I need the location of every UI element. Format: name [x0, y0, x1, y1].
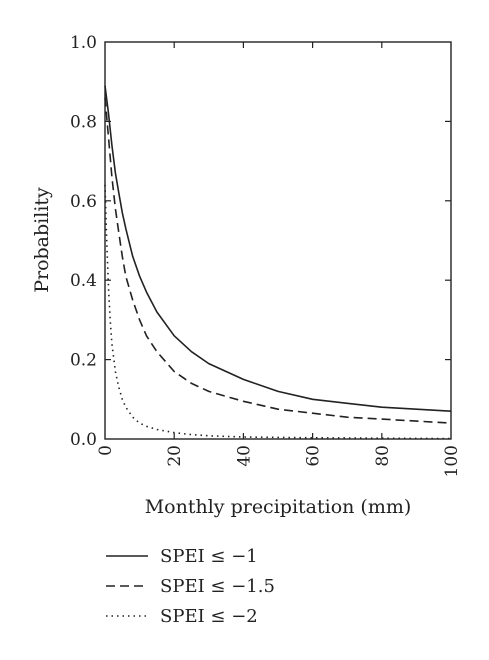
legend-label: SPEI ≤ −2 [160, 606, 258, 627]
x-tick-label: 80 [373, 445, 393, 467]
series-lines [104, 85, 452, 440]
x-axis-title: Monthly precipitation (mm) [145, 496, 412, 518]
series-line-2 [104, 97, 452, 424]
y-tick-label: 0.2 [70, 351, 97, 371]
y-axis-title: Probability [31, 187, 53, 293]
x-tick-label: 40 [234, 445, 254, 467]
x-tick-label: 100 [442, 445, 462, 477]
x-tick-label: 60 [304, 445, 324, 467]
legend-label: SPEI ≤ −1 [160, 546, 258, 567]
x-tick-label: 0 [96, 445, 116, 456]
y-tick-label: 1.0 [70, 33, 97, 53]
axis-ticks: 0.0 0.2 0.4 0.6 0.8 1.0 0 20 40 60 80 100 [70, 33, 462, 477]
x-tick-label: 20 [165, 445, 185, 467]
legend-label: SPEI ≤ −1.5 [160, 576, 275, 597]
series-line-1 [104, 85, 452, 412]
y-tick-label: 0.4 [70, 271, 97, 291]
y-tick-label: 0.8 [70, 112, 97, 132]
series-line-3 [104, 184, 452, 440]
plot-frame [104, 41, 452, 440]
y-tick-label: 0.0 [70, 430, 97, 450]
y-tick-label: 0.6 [70, 192, 97, 212]
legend: SPEI ≤ −1 SPEI ≤ −1.5 SPEI ≤ −2 [106, 546, 275, 627]
